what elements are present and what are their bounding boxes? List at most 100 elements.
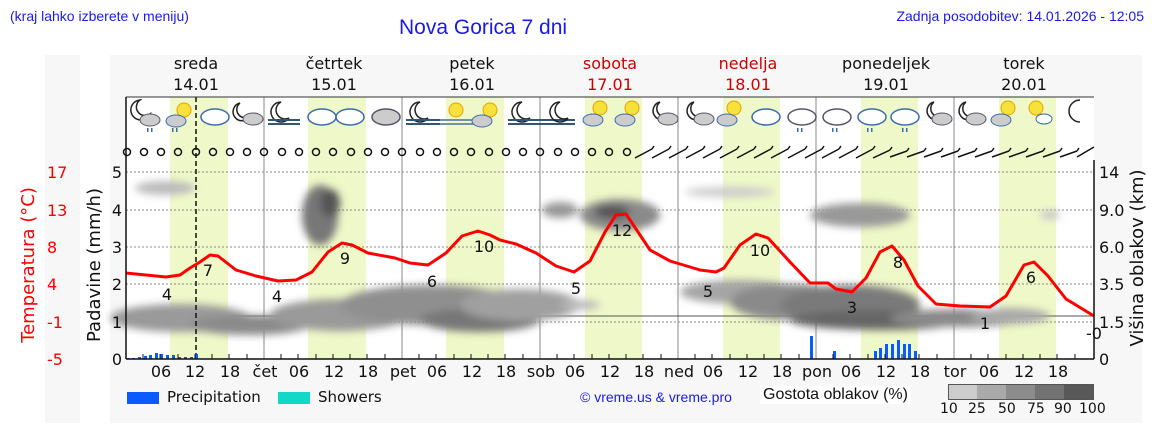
scale-label: 10	[940, 401, 958, 417]
moon-cloud-icon	[686, 101, 715, 126]
svg-text:7: 7	[203, 261, 213, 280]
x-ticks	[142, 354, 1076, 359]
svg-text:06: 06	[565, 362, 585, 381]
day-date: 15.01	[311, 75, 357, 94]
moon-fog-icon	[406, 101, 440, 125]
svg-text:18: 18	[1048, 362, 1068, 381]
scale-label: 25	[968, 401, 986, 417]
legend-label: Showers	[318, 388, 382, 406]
temperature-ticks: 17 13 8 4 -1 -5	[47, 163, 67, 369]
svg-text:14: 14	[1099, 163, 1119, 182]
svg-text:pet: pet	[390, 362, 416, 381]
svg-text:17: 17	[47, 163, 67, 182]
cloud-icon	[751, 108, 781, 126]
precipitation-axis-label: Padavine (mm/h)	[84, 188, 105, 342]
sun-fog-icon	[440, 102, 474, 125]
location-hint: (kraj lahko izberete v meniju)	[10, 8, 189, 24]
precipitation-ticks: 5 4 3 2 1 0	[112, 163, 122, 369]
copyright-link[interactable]: © vreme.us & vreme.pro	[580, 389, 732, 405]
day-date: 18.01	[725, 75, 771, 94]
svg-text:9.0: 9.0	[1099, 201, 1124, 220]
moon-cloud-rain-icon	[130, 99, 161, 127]
svg-text:tor: tor	[944, 362, 967, 381]
svg-text:9: 9	[340, 249, 350, 268]
sun-cloud-icon	[582, 100, 608, 127]
cloud-icon	[371, 108, 401, 126]
precipitation-bars	[127, 336, 917, 359]
svg-text:06: 06	[427, 362, 447, 381]
day-name: ponedeljek	[842, 54, 931, 73]
svg-text:3: 3	[847, 298, 857, 317]
cloud-height-axis-label: Višina oblakov (km)	[1127, 169, 1148, 346]
svg-text:1: 1	[112, 313, 122, 332]
last-update: Zadnja posodobitev: 14.01.2026 - 12:05	[896, 8, 1144, 24]
svg-text:12: 12	[1014, 362, 1034, 381]
cloud-height-ticks: 14 9.0 6.0 3.5 1.5 0	[1099, 163, 1124, 369]
day-headers: sreda 14.01 četrtek 15.01 petek 16.01 so…	[173, 54, 1047, 94]
page-title: Nova Gorica 7 dni	[399, 16, 568, 39]
svg-text:18: 18	[220, 362, 240, 381]
svg-text:06: 06	[151, 362, 171, 381]
scale-label: 75	[1027, 401, 1045, 417]
svg-text:4: 4	[112, 201, 122, 220]
svg-text:-1: -1	[47, 313, 63, 332]
moon-fog-icon	[508, 101, 575, 125]
sun-cloud-icon	[471, 102, 498, 128]
moon-icon	[1068, 99, 1081, 123]
svg-text:8: 8	[47, 238, 57, 257]
day-name: torek	[1003, 54, 1045, 73]
svg-text:1: 1	[980, 314, 990, 333]
svg-text:4: 4	[47, 275, 57, 294]
svg-text:18: 18	[772, 362, 792, 381]
sun-cloud-icon	[990, 100, 1016, 127]
svg-text:06: 06	[289, 362, 309, 381]
day-date: 16.01	[449, 75, 495, 94]
moon-cloud-icon	[926, 101, 953, 126]
day-date: 20.01	[1001, 75, 1047, 94]
showers-swatch	[278, 391, 310, 404]
svg-text:6: 6	[427, 272, 437, 291]
temperature-line	[125, 212, 1095, 318]
wind-row	[122, 145, 1095, 159]
svg-text:06: 06	[703, 362, 723, 381]
svg-text:4: 4	[272, 287, 282, 306]
svg-text:5: 5	[703, 282, 713, 301]
sun-cloud-icon	[614, 100, 640, 127]
scale-label: 100	[1079, 401, 1106, 417]
svg-text:18: 18	[910, 362, 930, 381]
x-tick-labels: 06 12 18 čet 06 12 18 pet 06 12 18 sob 06 12 18 ned…	[151, 362, 1068, 381]
rain-drops	[147, 128, 908, 132]
svg-text:12: 12	[324, 362, 344, 381]
svg-text:13: 13	[47, 201, 67, 220]
day-name: petek	[449, 54, 495, 73]
day-name: četrtek	[306, 54, 364, 73]
cloud-rain-icon	[787, 108, 817, 126]
svg-text:4: 4	[162, 285, 172, 304]
svg-text:06: 06	[979, 362, 999, 381]
scale-label: 90	[1054, 401, 1072, 417]
moon-fog-icon	[549, 101, 569, 123]
svg-text:3: 3	[112, 238, 122, 257]
temperature-axis-panel	[45, 55, 80, 423]
svg-text:8: 8	[893, 253, 903, 272]
svg-text:ned: ned	[664, 362, 694, 381]
moon-cloud-icon	[652, 101, 679, 126]
day-name: nedelja	[719, 54, 778, 73]
legend-precipitation: Precipitation	[127, 388, 261, 406]
legend-showers: Showers	[278, 388, 382, 406]
scale-label: 50	[998, 401, 1016, 417]
svg-text:čet: čet	[253, 362, 278, 381]
svg-text:sob: sob	[527, 362, 555, 381]
day-date: 14.01	[173, 75, 219, 94]
legend-label: Precipitation	[167, 388, 261, 406]
svg-text:1.5: 1.5	[1099, 313, 1124, 332]
sun-cloud-rain-icon	[165, 102, 192, 128]
sun-cloud-icon	[1028, 100, 1053, 125]
svg-text:-5: -5	[47, 350, 63, 369]
svg-text:12: 12	[876, 362, 896, 381]
svg-text:18: 18	[358, 362, 378, 381]
day-name: sreda	[174, 54, 218, 73]
moon-fog-icon	[268, 101, 300, 125]
svg-text:12: 12	[185, 362, 205, 381]
